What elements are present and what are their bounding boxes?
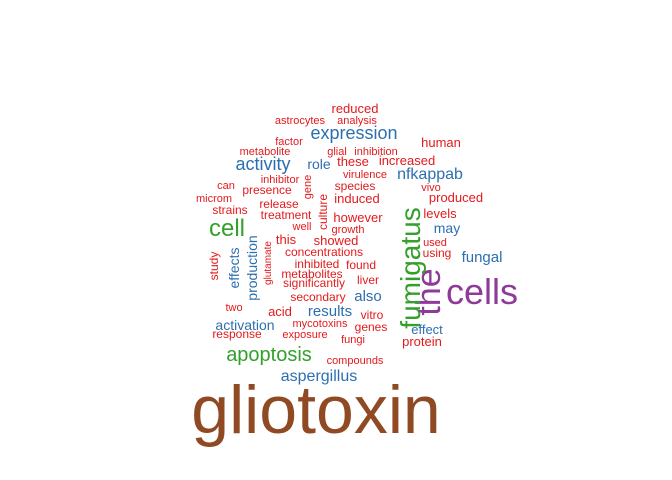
word-effect: effect bbox=[411, 322, 443, 337]
word-activity: activity bbox=[235, 154, 290, 174]
word-strains: strains bbox=[212, 203, 247, 217]
word-microm: microm bbox=[196, 193, 232, 205]
word-fungal: fungal bbox=[462, 249, 503, 266]
word-gliotoxin: gliotoxin bbox=[191, 372, 441, 448]
word-vitro: vitro bbox=[361, 308, 384, 322]
word-factor: factor bbox=[275, 136, 303, 148]
word-secondary: secondary bbox=[290, 290, 345, 304]
word-mycotoxins: mycotoxins bbox=[292, 318, 348, 330]
word-showed: showed bbox=[314, 233, 359, 248]
word-using: using bbox=[423, 246, 452, 260]
word-used: used bbox=[423, 237, 447, 249]
word-analysis: analysis bbox=[337, 115, 377, 127]
word-acid: acid bbox=[268, 304, 292, 319]
word-effects: effects bbox=[226, 248, 242, 289]
word-glial: glial bbox=[327, 146, 347, 158]
word-gene: gene bbox=[302, 175, 314, 199]
word-presence: presence bbox=[242, 183, 292, 197]
word-apoptosis: apoptosis bbox=[226, 344, 312, 366]
word-genes: genes bbox=[355, 320, 388, 334]
word-however: however bbox=[333, 210, 383, 225]
word-culture: culture bbox=[316, 194, 330, 230]
word-human: human bbox=[421, 135, 461, 150]
word-activation: activation bbox=[215, 317, 274, 333]
word-release: release bbox=[259, 197, 299, 211]
word-virulence: virulence bbox=[343, 169, 387, 181]
word-fumigatus: fumigatus bbox=[395, 207, 426, 328]
word-concentrations: concentrations bbox=[285, 245, 363, 259]
word-significantly: significantly bbox=[283, 276, 345, 290]
word-produced: produced bbox=[429, 190, 483, 205]
word-production: production bbox=[244, 235, 260, 300]
word-also: also bbox=[354, 288, 382, 305]
word-glutamate: glutamate bbox=[263, 241, 274, 285]
word-fungi: fungi bbox=[341, 334, 365, 346]
word-liver: liver bbox=[357, 273, 379, 287]
word-cell: cell bbox=[209, 215, 245, 242]
word-inhibitor: inhibitor bbox=[261, 174, 300, 186]
word-expression: expression bbox=[310, 123, 397, 143]
word-aspergillus: aspergillus bbox=[281, 368, 357, 385]
word-levels: levels bbox=[423, 206, 457, 221]
word-inhibition: inhibition bbox=[354, 146, 397, 158]
word-metabolites: metabolites bbox=[281, 267, 342, 281]
word-protein: protein bbox=[402, 334, 442, 349]
word-increased: increased bbox=[379, 153, 435, 168]
word-study: study bbox=[207, 252, 221, 281]
word-two: two bbox=[225, 302, 242, 314]
word-exposure: exposure bbox=[282, 329, 327, 341]
word-results: results bbox=[308, 303, 352, 320]
word-cells: cells bbox=[446, 271, 518, 312]
word-this: this bbox=[276, 232, 297, 247]
word-induced: induced bbox=[334, 191, 380, 206]
word-compounds: compounds bbox=[327, 355, 384, 367]
word-these: these bbox=[337, 154, 369, 169]
word-astrocytes: astrocytes bbox=[275, 115, 326, 127]
word-inhibited: inhibited bbox=[295, 257, 340, 271]
word-growth: growth bbox=[331, 224, 364, 236]
word-reduced: reduced bbox=[332, 101, 379, 116]
word-treatment: treatment bbox=[261, 208, 312, 222]
word-may: may bbox=[434, 220, 460, 236]
word-role: role bbox=[307, 156, 331, 172]
word-vivo: vivo bbox=[421, 182, 441, 194]
word-found: found bbox=[346, 258, 376, 272]
word-the: the bbox=[410, 268, 448, 315]
word-nfkappab: nfkappab bbox=[397, 166, 463, 183]
word-can: can bbox=[217, 180, 235, 192]
word-response: response bbox=[212, 327, 262, 341]
word-well: well bbox=[292, 221, 312, 233]
word-species: species bbox=[335, 179, 376, 193]
word-metabolite: metabolite bbox=[240, 146, 291, 158]
